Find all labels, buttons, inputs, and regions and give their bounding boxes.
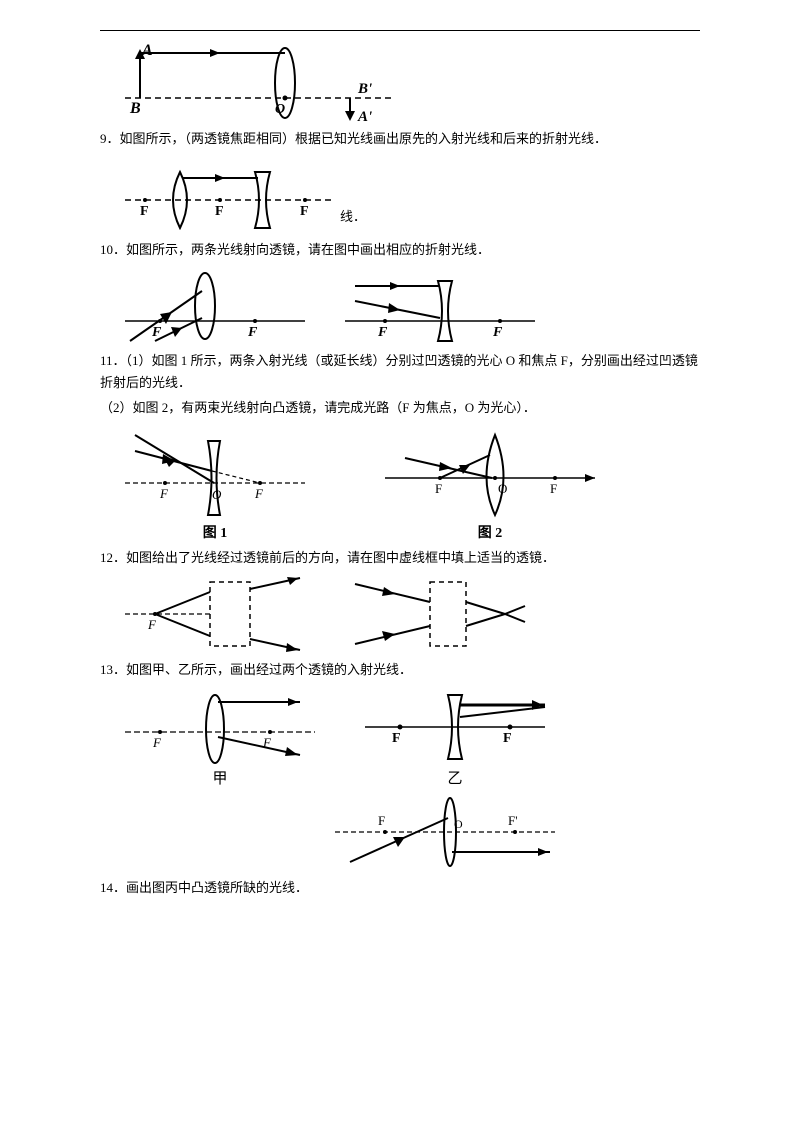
svg-text:F: F (215, 204, 224, 219)
caption-jia: 甲 (120, 767, 320, 788)
caption-fig1: 图 1 (120, 522, 310, 542)
label-O: O (275, 102, 285, 117)
diagram-10b: F F (340, 266, 540, 346)
svg-text:F: F (492, 325, 503, 340)
svg-text:F: F (503, 731, 512, 746)
diagram-11-fig1: O F F (120, 423, 310, 518)
svg-text:F: F (550, 481, 557, 496)
diagram-13-row: F F 甲 F F (120, 687, 700, 788)
svg-text:O: O (454, 817, 463, 831)
svg-text:F: F (247, 325, 258, 340)
label-Bprime: B' (357, 81, 372, 97)
problem-10-text: 10．如图所示，两条光线射向透镜，请在图中画出相应的折射光线． (100, 238, 700, 263)
diagram-9: F F F (120, 160, 340, 230)
problem-11a-text: 11．（1）如图 1 所示，两条入射光线（或延长线）分别过凹透镜的光心 O 和焦… (100, 350, 700, 394)
svg-text:F: F (140, 204, 149, 219)
problem-9-tail: 线． (340, 205, 366, 230)
label-B: B (129, 100, 141, 117)
problem-14-text: 14．画出图丙中凸透镜所缺的光线． (100, 876, 700, 901)
diagram-11-row: O F F O F F (120, 423, 700, 518)
svg-text:F: F (378, 813, 385, 828)
svg-text:F: F (435, 481, 442, 496)
svg-text:F: F (377, 325, 388, 340)
diagram-12a: F (120, 574, 310, 654)
diagram-10a: F F (120, 266, 310, 346)
problem-13-text: 13．如图甲、乙所示，画出经过两个透镜的入射光线． (100, 658, 700, 683)
caption-fig2: 图 2 (380, 522, 600, 542)
svg-text:F: F (392, 731, 401, 746)
label-Aprime: A' (357, 109, 372, 123)
svg-text:F: F (147, 617, 157, 632)
svg-text:O: O (498, 481, 507, 496)
caption-yi: 乙 (360, 767, 550, 788)
svg-text:O: O (212, 487, 222, 502)
diagram-13-yi-wrap: F F 乙 (360, 687, 550, 788)
svg-text:F: F (159, 486, 169, 501)
diagram-12-row: F (120, 574, 700, 654)
svg-text:F': F' (508, 813, 518, 828)
diagram-11-fig2: O F F (380, 423, 600, 518)
svg-text:F: F (300, 204, 309, 219)
page: A B O B' A' 9．如图所示，（两透镜焦距相同）根据已知光线画出原先的入… (0, 0, 800, 935)
label-A: A (141, 43, 153, 59)
diagram-12b (340, 574, 530, 654)
problem-11b-text: （2）如图 2，有两束光线射向凸透镜，请完成光路（F 为焦点，O 为光心）． (100, 397, 700, 419)
diagram-10-row: F F F F (120, 266, 700, 346)
header-rule (100, 30, 700, 31)
diagram-top: A B O B' A' (120, 43, 700, 123)
svg-text:F: F (152, 735, 162, 750)
problem-12-text: 12．如图给出了光线经过透镜前后的方向，请在图中虚线框中填上适当的透镜． (100, 546, 700, 571)
diagram-11-captions: 图 1 图 2 (120, 522, 700, 542)
svg-text:F: F (254, 486, 264, 501)
problem-9-text: 9．如图所示，（两透镜焦距相同）根据已知光线画出原先的入射光线和后来的折射光线． (100, 127, 700, 152)
diagram-14: O F F' (330, 792, 700, 872)
diagram-13-jia-wrap: F F 甲 (120, 687, 320, 788)
